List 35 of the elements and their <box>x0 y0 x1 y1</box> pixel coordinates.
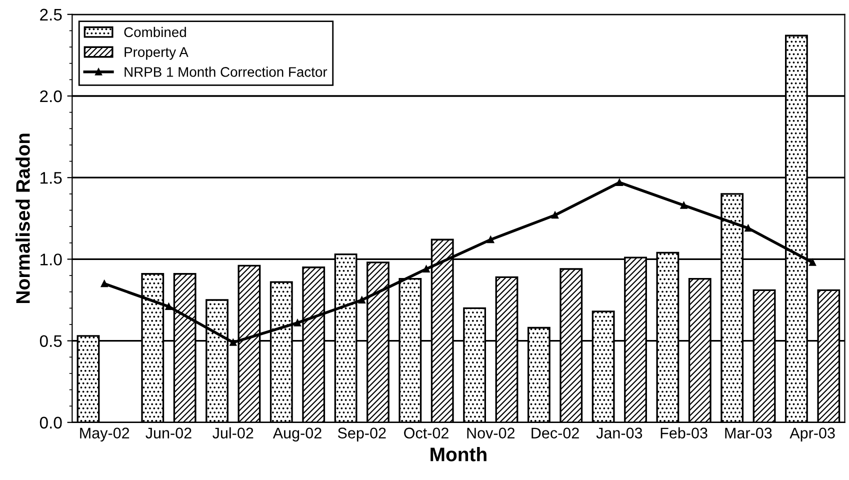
x-tick-label: Apr-03 <box>790 428 835 442</box>
point <box>422 266 430 272</box>
x-axis-title: Month <box>430 447 486 462</box>
point <box>809 258 816 266</box>
point <box>552 212 559 219</box>
point <box>680 202 688 209</box>
x-tick-label: Sep-02 <box>338 428 386 442</box>
point <box>616 179 623 186</box>
y-tick-label: 1.5 <box>40 172 62 184</box>
legend-label: Property A <box>124 47 188 60</box>
point <box>487 236 494 244</box>
point <box>230 338 237 346</box>
point <box>294 319 301 326</box>
x-tick-label: Mar-03 <box>725 428 772 438</box>
legend-label: NRPB 1 Month Correction Factor <box>124 66 328 77</box>
x-tick-label: Jun-02 <box>146 428 192 438</box>
y-tick-label: 0.5 <box>40 335 62 348</box>
x-tick-label: Feb-03 <box>660 427 708 438</box>
y-tick-label: 0.0 <box>40 416 62 429</box>
x-tick-label: Jan-03 <box>596 428 642 438</box>
legend-label: Combined <box>124 26 186 38</box>
x-tick-label: Dec-02 <box>532 428 579 438</box>
point <box>165 303 172 310</box>
x-tick-label: Jul-02 <box>212 427 254 438</box>
point <box>100 280 108 288</box>
x-tick-label: Aug-02 <box>272 428 322 442</box>
y-tick-label: 1.0 <box>40 254 62 266</box>
x-tick-label: Nov-02 <box>467 428 515 438</box>
y-tick-label: 2.5 <box>40 8 62 21</box>
point <box>744 224 752 232</box>
y-axis-title: Normalised Radon <box>16 134 30 303</box>
x-tick-label: Oct-02 <box>404 428 448 438</box>
x-tick-label: May-02 <box>80 428 130 442</box>
point <box>358 296 366 304</box>
y-tick-label: 2.0 <box>40 90 62 102</box>
